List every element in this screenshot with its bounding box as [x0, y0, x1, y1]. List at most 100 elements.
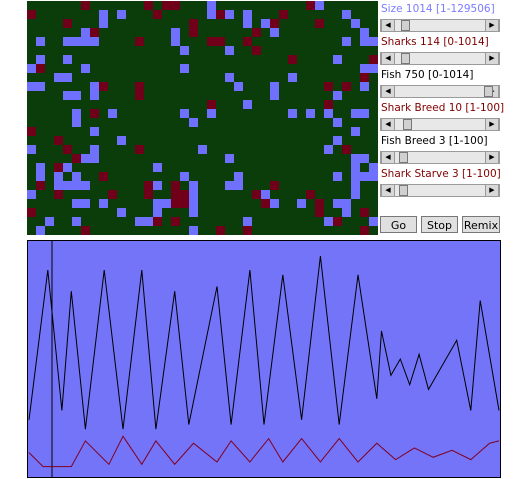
cell	[63, 163, 72, 172]
cell	[189, 19, 198, 28]
cell	[81, 28, 90, 37]
cell	[333, 172, 342, 181]
cell	[261, 190, 270, 199]
control-label: Size 1014 [1-129506]	[381, 3, 495, 15]
slider-right-arrow[interactable]: ▶	[485, 152, 499, 163]
cell	[333, 55, 342, 64]
cell	[315, 1, 324, 10]
cell	[288, 55, 297, 64]
cell	[270, 91, 279, 100]
cell	[81, 154, 90, 163]
button[interactable]: Go	[380, 216, 417, 233]
cell	[81, 226, 90, 235]
slider-left-arrow[interactable]: ◀	[381, 53, 395, 64]
slider[interactable]: ◀▶	[380, 85, 500, 98]
cell	[90, 127, 99, 136]
cell	[153, 10, 162, 19]
slider[interactable]: ◀▶	[380, 151, 500, 164]
cell	[153, 181, 162, 190]
cell	[189, 28, 198, 37]
cell	[27, 64, 36, 73]
button[interactable]: Stop	[421, 216, 458, 233]
cell	[369, 64, 378, 73]
cell	[360, 82, 369, 91]
control-label: Fish 750 [0-1014]	[381, 69, 474, 81]
cell	[351, 172, 360, 181]
cell	[342, 145, 351, 154]
cell	[324, 217, 333, 226]
cell	[360, 154, 369, 163]
cell	[153, 199, 162, 208]
cell	[225, 154, 234, 163]
cell	[351, 154, 360, 163]
cell	[333, 91, 342, 100]
cell	[342, 37, 351, 46]
slider-thumb[interactable]	[484, 86, 493, 97]
cell	[171, 1, 180, 10]
cell	[252, 28, 261, 37]
slider-left-arrow[interactable]: ◀	[381, 152, 395, 163]
cell	[108, 109, 117, 118]
cell	[324, 100, 333, 109]
slider-thumb[interactable]	[399, 152, 408, 163]
slider-right-arrow[interactable]: ▶	[485, 20, 499, 31]
cell	[171, 28, 180, 37]
cell	[144, 217, 153, 226]
cell	[162, 199, 171, 208]
cell	[180, 46, 189, 55]
cell	[180, 172, 189, 181]
cell	[36, 82, 45, 91]
cell	[27, 145, 36, 154]
cell	[180, 109, 189, 118]
slider-thumb[interactable]	[403, 119, 412, 130]
slider-thumb[interactable]	[401, 20, 410, 31]
cell	[270, 181, 279, 190]
cell	[171, 217, 180, 226]
cell	[351, 109, 360, 118]
cell	[360, 64, 369, 73]
slider-left-arrow[interactable]: ◀	[381, 185, 395, 196]
cell	[207, 1, 216, 10]
shark-line	[28, 435, 500, 468]
slider-right-arrow[interactable]: ▶	[485, 185, 499, 196]
cell	[333, 118, 342, 127]
cell	[90, 37, 99, 46]
cell	[36, 172, 45, 181]
slider-left-arrow[interactable]: ◀	[381, 119, 395, 130]
cell	[45, 217, 54, 226]
cell	[36, 55, 45, 64]
plot-background	[27, 240, 501, 478]
cell	[99, 10, 108, 19]
slider-left-arrow[interactable]: ◀	[381, 20, 395, 31]
cell	[99, 19, 108, 28]
cell	[117, 208, 126, 217]
cell	[270, 82, 279, 91]
cell	[171, 190, 180, 199]
button[interactable]: Remix	[462, 216, 500, 233]
slider[interactable]: ◀▶	[380, 52, 500, 65]
slider[interactable]: ◀▶	[380, 19, 500, 32]
cell	[171, 181, 180, 190]
slider-right-arrow[interactable]: ▶	[485, 53, 499, 64]
cell	[27, 127, 36, 136]
slider-thumb[interactable]	[401, 53, 410, 64]
cell	[189, 190, 198, 199]
slider-right-arrow[interactable]: ▶	[485, 119, 499, 130]
cell	[99, 172, 108, 181]
slider[interactable]: ◀▶	[380, 184, 500, 197]
cell	[243, 226, 252, 235]
cell	[36, 64, 45, 73]
cell	[315, 199, 324, 208]
cell	[225, 73, 234, 82]
slider[interactable]: ◀▶	[380, 118, 500, 131]
cell	[288, 73, 297, 82]
cell	[144, 1, 153, 10]
slider-left-arrow[interactable]: ◀	[381, 86, 395, 97]
cell	[162, 1, 171, 10]
cell	[72, 118, 81, 127]
cell	[261, 199, 270, 208]
cell	[180, 64, 189, 73]
slider-thumb[interactable]	[399, 185, 408, 196]
cell	[54, 181, 63, 190]
